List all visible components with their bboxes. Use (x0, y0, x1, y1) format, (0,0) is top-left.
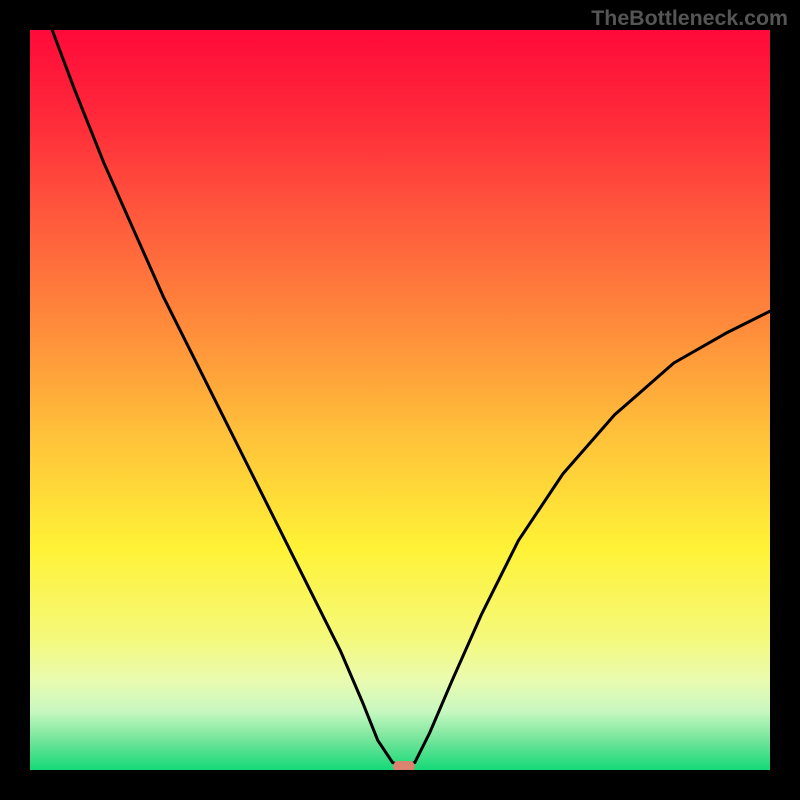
chart-container: TheBottleneck.com (0, 0, 800, 800)
plot-area (30, 30, 770, 770)
optimum-marker (393, 761, 415, 770)
bottleneck-curve (30, 30, 770, 770)
watermark-text: TheBottleneck.com (591, 6, 788, 31)
